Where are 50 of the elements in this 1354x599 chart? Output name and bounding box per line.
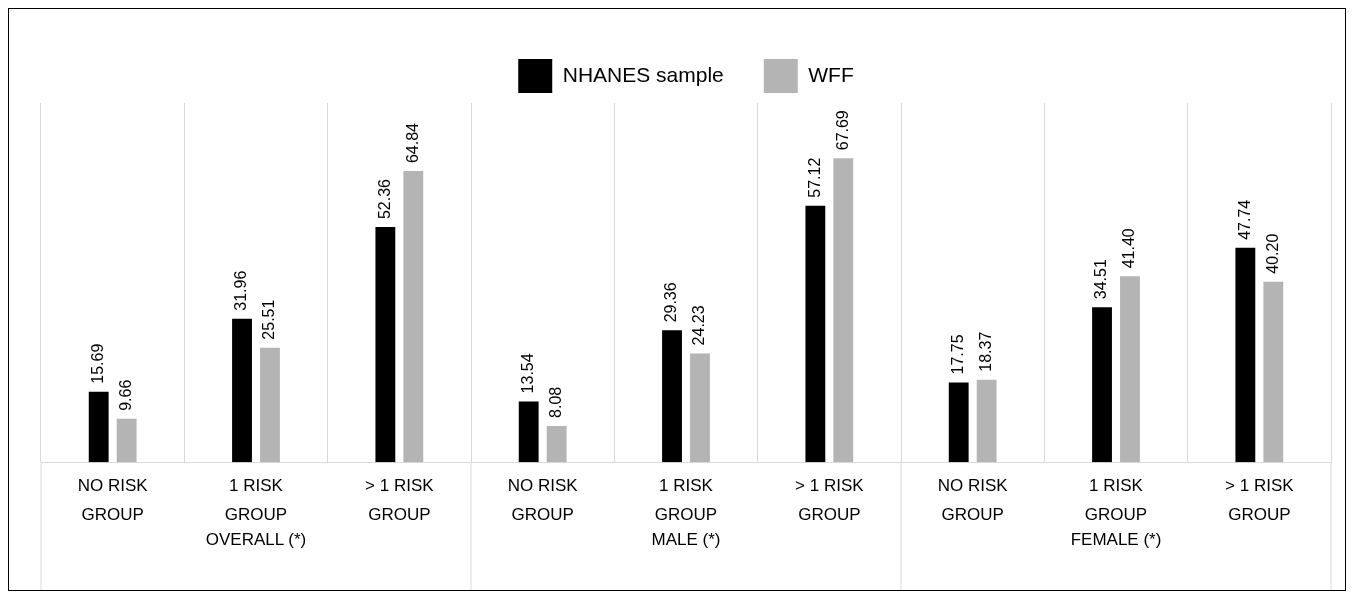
bar [1235, 247, 1256, 463]
x-tick-label: > 1 RISK GROUP [1225, 476, 1295, 525]
bar [518, 401, 539, 463]
x-tick-label: > 1 RISK GROUP [365, 476, 435, 525]
bar [833, 158, 854, 463]
x-tick-label: NO RISK GROUP [507, 476, 579, 525]
data-label: 52.36 [375, 178, 393, 220]
text: FEMALE (*) [1070, 529, 1162, 549]
data-label: 25.51 [260, 299, 278, 340]
legend-label: NHANES sample [562, 62, 724, 86]
bar [546, 425, 567, 463]
x-tick-label: NO RISK GROUP [937, 476, 1009, 525]
bar [375, 227, 396, 463]
bar [948, 382, 969, 463]
x-tick-label: > 1 RISK GROUP [795, 476, 865, 525]
data-label: 34.51 [1092, 259, 1110, 300]
bar [88, 391, 109, 463]
data-label: 17.75 [949, 334, 967, 375]
bar [403, 171, 424, 463]
data-label: 29.36 [662, 282, 680, 323]
bar [662, 330, 682, 463]
bar [976, 379, 997, 463]
bar [1120, 276, 1140, 463]
data-label: 64.84 [403, 122, 421, 164]
data-label: 57.12 [805, 157, 823, 198]
bar [1263, 281, 1284, 463]
data-label: 31.96 [232, 270, 250, 311]
text: OVERALL (*) [205, 529, 307, 549]
x-tick-label: NO RISK GROUP [77, 476, 149, 525]
bar [690, 353, 710, 463]
bar [116, 418, 137, 463]
x-tick-label: 1 RISK GROUP [1084, 476, 1148, 525]
data-label: 9.66 [117, 379, 135, 411]
x-tick-label: 1 RISK GROUP [224, 476, 288, 525]
legend-label: WFF [808, 62, 854, 86]
bar [232, 318, 252, 463]
bar [1092, 307, 1112, 463]
data-label: 13.54 [519, 353, 537, 394]
data-label: 40.20 [1263, 233, 1281, 274]
bar [805, 205, 826, 463]
data-label: 8.08 [547, 386, 565, 418]
data-label: 18.37 [977, 331, 995, 372]
data-label: 15.69 [89, 343, 107, 384]
text: MALE (*) [651, 529, 721, 549]
data-label: 24.23 [690, 305, 708, 346]
data-label: 47.74 [1235, 199, 1253, 240]
x-tick-label: 1 RISK GROUP [654, 476, 718, 525]
data-label: 67.69 [833, 110, 851, 151]
bar [260, 347, 280, 463]
data-label: 41.40 [1120, 228, 1138, 269]
